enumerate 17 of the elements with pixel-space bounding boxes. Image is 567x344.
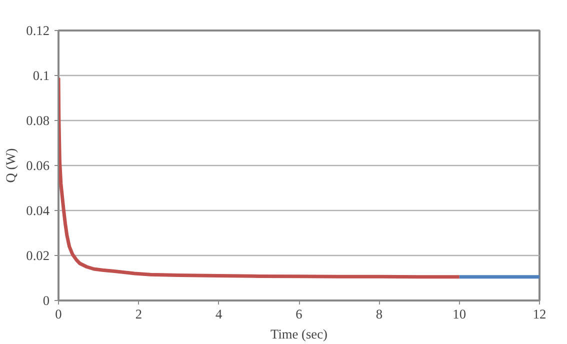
line-series bbox=[58, 76, 462, 279]
y-tick-label: 0.08 bbox=[26, 113, 50, 128]
y-axis-title: Q (W) bbox=[3, 148, 18, 183]
y-tick-label: 0.02 bbox=[26, 248, 50, 263]
x-axis-title: Time (sec) bbox=[270, 326, 328, 342]
y-tick-label: 0.04 bbox=[26, 203, 50, 218]
y-tick-label: 0 bbox=[42, 293, 50, 308]
y-tick-label: 0.12 bbox=[26, 23, 50, 38]
x-tick-label: 12 bbox=[532, 306, 546, 322]
y-tick-label: 0.1 bbox=[32, 68, 50, 83]
x-tick-label: 8 bbox=[376, 306, 383, 322]
x-tick-label: 2 bbox=[135, 306, 142, 322]
y-tick-label: 0.06 bbox=[26, 158, 50, 173]
x-tick-label: 6 bbox=[296, 306, 303, 322]
x-tick-label: 10 bbox=[452, 306, 466, 322]
x-tick-label: 0 bbox=[55, 306, 62, 322]
x-tick-label: 4 bbox=[216, 306, 222, 322]
